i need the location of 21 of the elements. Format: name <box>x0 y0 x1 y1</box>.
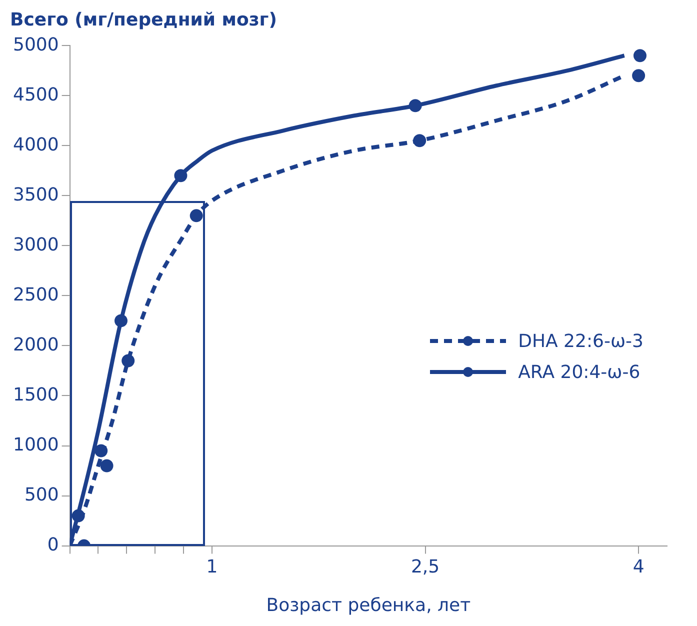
x-tick-label: 1 <box>206 556 218 578</box>
y-tick-label: 500 <box>24 484 59 506</box>
legend-label: DHA 22:6-ω-3 <box>518 330 644 352</box>
y-tick-label: 2000 <box>12 334 59 356</box>
y-tick-label: 2500 <box>12 284 59 306</box>
legend-label: ARA 20:4-ω-6 <box>518 362 640 383</box>
y-tick-label: 0 <box>47 534 59 556</box>
y-tick-label: 3000 <box>12 234 59 256</box>
y-tick-label: 4000 <box>12 134 59 156</box>
y-tick-label: 1000 <box>12 434 59 456</box>
y-tick-label: 1500 <box>12 384 59 406</box>
x-tick-label: 4 <box>632 556 644 578</box>
y-tick-label: 4500 <box>12 84 59 106</box>
x-tick-label: 2,5 <box>410 556 440 578</box>
x-axis-title: Возраст ребенка, лет <box>266 594 471 616</box>
point <box>100 459 114 472</box>
y-axis-title: Всего (мг/передний мозг) <box>10 9 277 30</box>
y-tick-label: 3500 <box>12 184 59 206</box>
y-tick-label: 5000 <box>12 34 59 56</box>
point <box>632 69 646 82</box>
point <box>633 49 646 62</box>
